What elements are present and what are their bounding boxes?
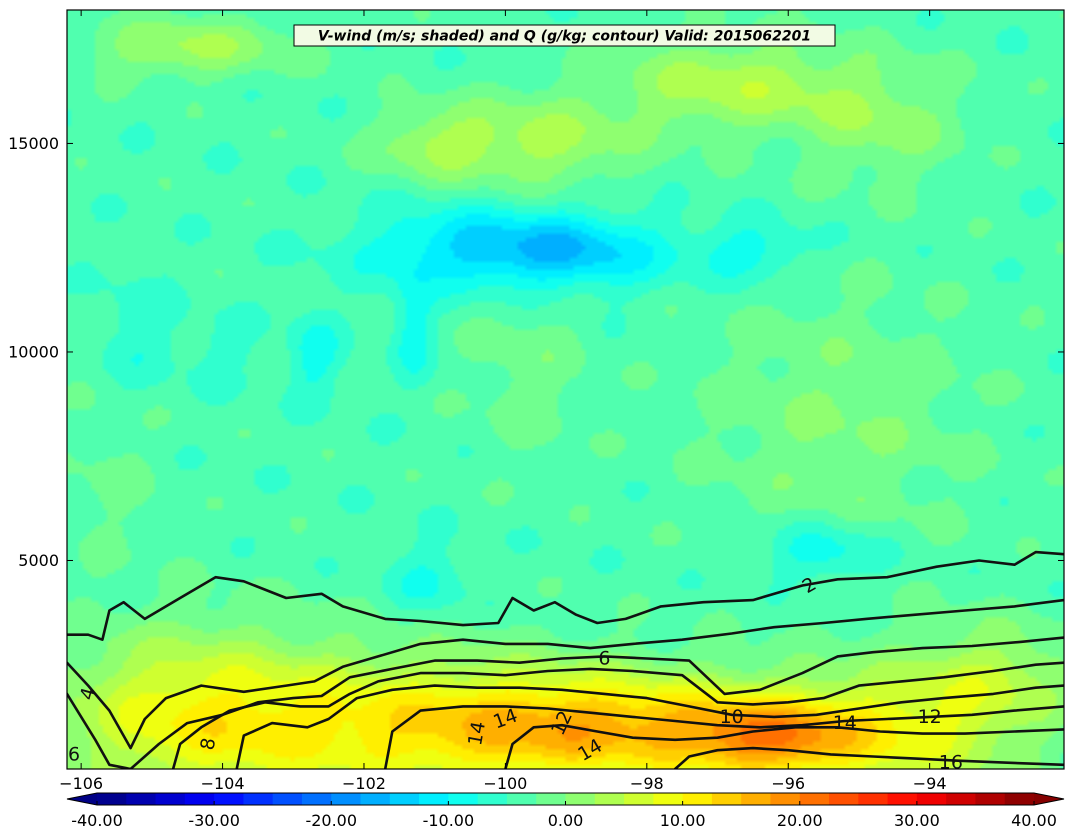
colorbar-cell bbox=[887, 793, 918, 805]
colorbar-cell bbox=[389, 793, 420, 805]
colorbar-cell bbox=[916, 793, 947, 805]
x-tick-label: −100 bbox=[483, 774, 527, 793]
colorbar-tick-label: -20.00 bbox=[305, 811, 357, 830]
colorbar-tick-label: -10.00 bbox=[423, 811, 475, 830]
colorbar-cell bbox=[97, 793, 127, 805]
q-contours bbox=[67, 550, 1064, 769]
y-tick-label: 5000 bbox=[18, 551, 59, 570]
chart-title: V-wind (m/s; shaded) and Q (g/kg; contou… bbox=[293, 24, 836, 47]
contour-label: 4 bbox=[76, 685, 100, 702]
x-tick-label: −106 bbox=[59, 774, 103, 793]
colorbar-cell bbox=[829, 793, 859, 805]
colorbar-tick-label: 0.00 bbox=[548, 811, 584, 830]
contour-label: 10 bbox=[720, 706, 744, 728]
colorbar-cell bbox=[506, 793, 537, 805]
title-text: V-wind (m/s; shaded) and Q (g/kg; contou… bbox=[318, 29, 811, 45]
contour-line-16 bbox=[673, 746, 1064, 769]
colorbar-extend-high bbox=[1034, 793, 1064, 805]
contour-label: 6 bbox=[68, 743, 80, 765]
colorbar-ticks: -40.00 -30.00 -20.00 -10.00 0.00 10.00 20.00 30… bbox=[71, 801, 1057, 830]
colorbar-tick-label: 10.00 bbox=[660, 811, 706, 830]
colorbar-cell bbox=[565, 793, 596, 805]
contour-label: 16 bbox=[939, 752, 963, 774]
colorbar-cell bbox=[946, 793, 977, 805]
colorbar-cells bbox=[67, 793, 1064, 805]
x-tick-label: −94 bbox=[913, 774, 947, 793]
colorbar: -40.00 -30.00 -20.00 -10.00 0.00 10.00 20.00 30… bbox=[66, 792, 1065, 830]
contour-label: 12 bbox=[918, 706, 942, 728]
contour-line-2 bbox=[67, 550, 1064, 641]
contour-label: 6 bbox=[598, 648, 610, 670]
title-background bbox=[293, 24, 836, 47]
y-tick-label: 15000 bbox=[8, 134, 59, 153]
plot-frame bbox=[66, 9, 1065, 770]
colorbar-tick-label: 40.00 bbox=[1011, 811, 1057, 830]
colorbar-tick-label: -30.00 bbox=[188, 811, 240, 830]
colorbar-tick-label: -40.00 bbox=[71, 811, 123, 830]
colorbar-cell bbox=[624, 793, 654, 805]
colorbar-cell bbox=[741, 793, 772, 805]
colorbar-cell bbox=[360, 793, 391, 805]
colorbar-cell bbox=[799, 793, 830, 805]
contour-label: 14 bbox=[464, 720, 490, 748]
colorbar-cell bbox=[653, 793, 684, 805]
colorbar-cell bbox=[331, 793, 362, 805]
colorbar-cell bbox=[184, 793, 215, 805]
colorbar-cell bbox=[477, 793, 508, 805]
x-tick-label: −96 bbox=[771, 774, 805, 793]
colorbar-cell bbox=[858, 793, 889, 805]
contour-line-12 bbox=[383, 705, 1064, 769]
x-tick-label: −104 bbox=[201, 774, 245, 793]
colorbar-cell bbox=[975, 793, 1006, 805]
colorbar-cell bbox=[536, 793, 567, 805]
colorbar-cell bbox=[155, 793, 186, 805]
colorbar-cell bbox=[594, 793, 625, 805]
colorbar-tick-label: 20.00 bbox=[777, 811, 823, 830]
contour-label: 8 bbox=[197, 736, 221, 752]
contour-label: 14 bbox=[833, 712, 857, 734]
colorbar-cell bbox=[682, 793, 713, 805]
colorbar-cell bbox=[272, 793, 303, 805]
colorbar-cell bbox=[243, 793, 274, 805]
y-axis: 5000 10000 15000 bbox=[8, 134, 1064, 570]
contour-line-8 bbox=[171, 661, 1064, 769]
colorbar-tick-label: 30.00 bbox=[894, 811, 940, 830]
contour-line-4 bbox=[67, 598, 1064, 750]
colorbar-cell bbox=[1004, 793, 1035, 805]
x-axis: −106 −104 −102 −100 −98 −96 −94 bbox=[59, 10, 947, 793]
x-tick-label: −98 bbox=[630, 774, 664, 793]
contour-line-6 bbox=[67, 636, 1064, 769]
colorbar-cell bbox=[301, 793, 332, 805]
contour-line-14 bbox=[504, 723, 1064, 769]
colorbar-cell bbox=[448, 793, 479, 805]
colorbar-cell bbox=[214, 793, 245, 805]
colorbar-cell bbox=[419, 793, 449, 805]
colorbar-cell bbox=[126, 793, 157, 805]
y-tick-label: 10000 bbox=[8, 342, 59, 361]
vwind-shaded-field bbox=[67, 10, 1064, 769]
contour-line-10 bbox=[235, 684, 1064, 769]
colorbar-cell bbox=[770, 793, 801, 805]
colorbar-cell bbox=[711, 793, 742, 805]
x-tick-label: −102 bbox=[342, 774, 386, 793]
colorbar-extend-low bbox=[67, 793, 97, 805]
